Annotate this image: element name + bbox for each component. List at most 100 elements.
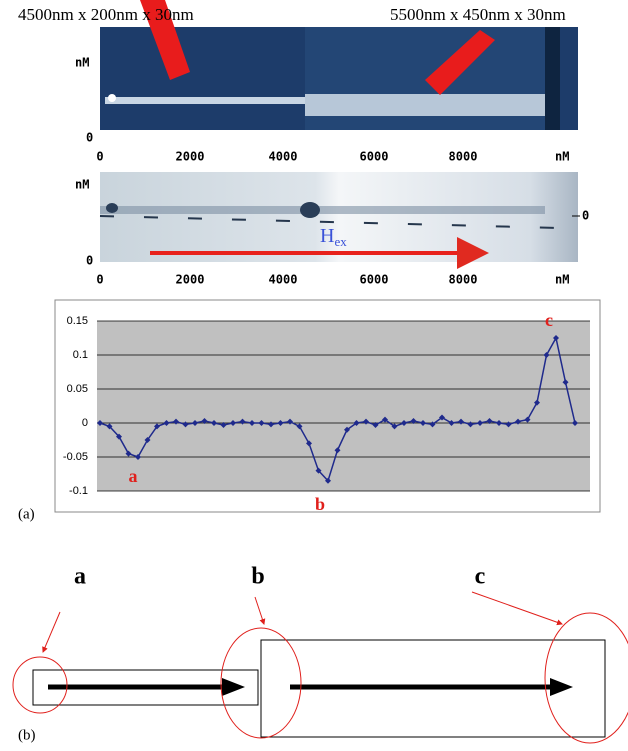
data-point bbox=[505, 421, 512, 428]
data-point bbox=[363, 418, 369, 425]
data-point bbox=[353, 420, 360, 426]
data-point bbox=[467, 421, 474, 428]
data-point bbox=[420, 420, 426, 426]
data-point bbox=[182, 421, 189, 428]
data-point bbox=[306, 440, 312, 447]
afm-image bbox=[100, 0, 578, 130]
data-point bbox=[154, 423, 160, 430]
field-label: Hex bbox=[320, 225, 347, 249]
data-point bbox=[325, 477, 331, 484]
data-point bbox=[116, 433, 122, 440]
panel-label: (a) bbox=[18, 506, 35, 522]
data-point bbox=[486, 417, 493, 424]
data-point bbox=[477, 420, 483, 426]
data-point bbox=[135, 454, 141, 460]
data-point bbox=[211, 420, 217, 426]
axis-unit: nM bbox=[555, 150, 569, 164]
data-point bbox=[125, 450, 132, 457]
x-tick-label: 8000 bbox=[449, 273, 478, 287]
data-point bbox=[97, 420, 103, 426]
y-tick-label: -0.05 bbox=[63, 451, 88, 463]
data-point bbox=[458, 418, 464, 425]
y-tick-label: -0.1 bbox=[69, 485, 88, 497]
data-point bbox=[410, 417, 417, 424]
diagram-label: b bbox=[251, 564, 264, 590]
data-point bbox=[106, 423, 113, 430]
panel-label: (b) bbox=[18, 727, 36, 743]
diagram-label: c bbox=[475, 564, 486, 590]
point-annotation: b bbox=[315, 494, 325, 514]
data-point bbox=[277, 420, 284, 426]
x-tick-label: 2000 bbox=[176, 150, 205, 164]
data-point bbox=[230, 420, 236, 426]
data-point bbox=[344, 426, 350, 433]
mfm-image bbox=[99, 172, 580, 269]
data-point bbox=[543, 352, 550, 358]
data-point bbox=[515, 418, 521, 425]
small-wire bbox=[32, 669, 259, 706]
x-tick-label: 0 bbox=[96, 150, 103, 164]
axis-zero: 0 bbox=[86, 254, 93, 268]
data-point bbox=[439, 414, 445, 421]
dimension-label: 5500nm x 450nm x 30nm bbox=[390, 5, 566, 24]
data-point bbox=[334, 447, 341, 454]
data-point bbox=[296, 423, 303, 430]
x-tick-label: 2000 bbox=[176, 273, 205, 287]
data-point bbox=[572, 420, 578, 426]
domain-wall-circle bbox=[12, 656, 68, 714]
data-point bbox=[201, 417, 208, 424]
data-point bbox=[448, 420, 455, 426]
data-point bbox=[382, 416, 388, 423]
axis-unit: nM bbox=[75, 56, 89, 70]
data-point bbox=[249, 420, 255, 426]
data-point bbox=[258, 420, 265, 426]
y-tick-label: 0.1 bbox=[73, 349, 88, 361]
data-point bbox=[173, 418, 179, 425]
data-point bbox=[391, 423, 398, 430]
plot-area bbox=[97, 321, 590, 491]
x-tick-label: 4000 bbox=[269, 273, 298, 287]
axis-unit: nM bbox=[555, 273, 569, 287]
y-tick-label: 0 bbox=[82, 417, 88, 429]
x-tick-label: 6000 bbox=[360, 150, 389, 164]
y-tick-label: 0.15 bbox=[67, 315, 88, 327]
field-symbol: H bbox=[320, 225, 334, 247]
y-tick-label: 0.05 bbox=[67, 383, 88, 395]
point-annotation: a bbox=[129, 466, 138, 486]
domain-wall-circle bbox=[544, 612, 628, 744]
field-subscript: ex bbox=[334, 234, 347, 249]
data-point bbox=[562, 379, 569, 386]
x-tick-label: 0 bbox=[96, 273, 103, 287]
data-point bbox=[496, 420, 502, 426]
pointer bbox=[254, 596, 266, 625]
data-point bbox=[268, 421, 274, 428]
data-point bbox=[524, 416, 531, 423]
dimension-label: 4500nm x 200nm x 30nm bbox=[18, 5, 194, 24]
arrow-head bbox=[550, 678, 573, 696]
data-point bbox=[220, 422, 227, 429]
data-point bbox=[401, 420, 407, 426]
data-point bbox=[534, 399, 540, 406]
arrow-head bbox=[222, 678, 245, 696]
axis-zero: 0 bbox=[582, 209, 589, 223]
data-point bbox=[372, 422, 379, 429]
pointer bbox=[471, 591, 563, 626]
data-point bbox=[192, 420, 198, 426]
data-point bbox=[553, 335, 559, 341]
data-point bbox=[287, 418, 293, 425]
data-point bbox=[163, 420, 170, 426]
axis-unit: nM bbox=[75, 178, 89, 192]
pointer bbox=[42, 611, 61, 653]
data-point bbox=[315, 467, 322, 474]
point-annotation: c bbox=[545, 310, 553, 330]
diagram bbox=[12, 591, 628, 744]
data-point bbox=[429, 421, 436, 428]
data-point bbox=[144, 437, 151, 443]
data-point bbox=[239, 418, 246, 425]
x-tick-label: 4000 bbox=[269, 150, 298, 164]
x-tick-label: 8000 bbox=[449, 150, 478, 164]
axis-zero: 0 bbox=[86, 131, 93, 145]
domain-wall-circle bbox=[220, 627, 302, 739]
x-tick-label: 6000 bbox=[360, 273, 389, 287]
